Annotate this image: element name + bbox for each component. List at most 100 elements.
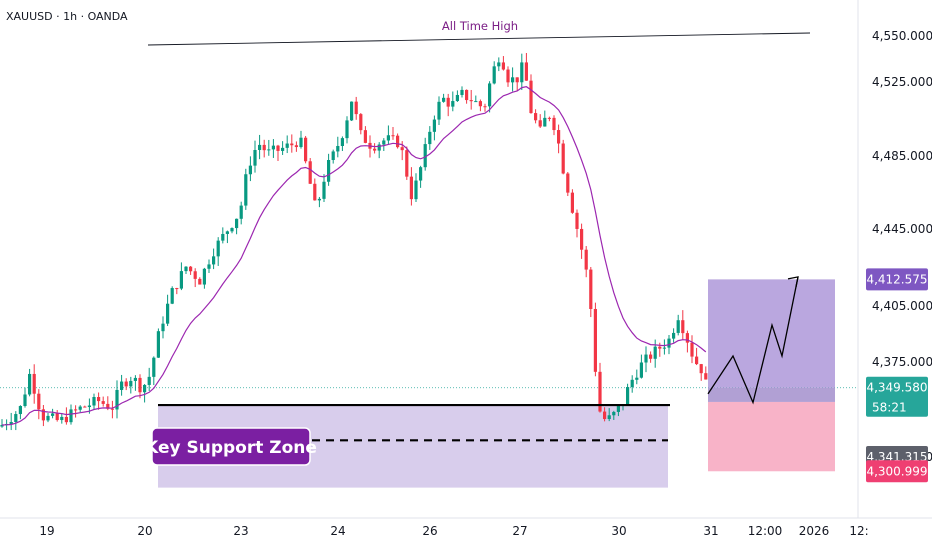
candle-body [143,384,147,393]
candle-body [690,342,694,357]
candle-body [359,114,363,131]
projection-arrowhead [787,276,799,288]
y-tick-label: 4,445.000 [872,222,932,236]
candle-body [699,364,703,374]
candle-body [83,406,87,408]
target-box [708,279,835,388]
candle-body [529,80,533,114]
candle-body [253,149,257,166]
candle-body [428,131,432,145]
projection-path [707,276,799,405]
candle-body [423,144,427,168]
candle-body [681,320,685,334]
candle-body [520,62,524,83]
candle-body [400,147,404,151]
x-tick-label: 30 [611,524,626,538]
candle-body [419,167,423,181]
stop-price-text: 4,300.999 [866,464,927,478]
candle-body [225,231,229,234]
candle-body [350,101,354,121]
candle-body [405,150,409,177]
candle-body [437,101,441,120]
all-time-high-label: All Time High [442,19,518,33]
candle-body [202,268,206,285]
target-price-text: 4,412.575 [866,272,927,286]
candle-body [69,409,73,423]
candle-body [258,144,262,150]
candle-body [304,137,308,162]
candle-body [451,101,455,107]
candle-body [28,373,32,395]
candle-body [672,332,676,339]
candle-body [658,346,662,349]
candle-body [607,415,611,420]
candle-body [492,66,496,84]
candle-body [377,144,381,151]
candle-body [322,181,326,199]
candle-body [345,120,349,139]
candle-body [373,148,377,151]
candle-body [133,377,137,381]
candle-body [685,333,689,343]
candle-body [653,346,657,359]
x-tick-label: 24 [330,524,345,538]
candle-body [230,228,234,232]
candle-body [64,416,68,423]
candle-body [391,135,395,137]
candle-body [271,145,275,150]
candle-body [363,130,367,143]
candle-body [124,381,128,387]
candle-body [667,338,671,348]
current-price-text: 4,349.580 [866,381,927,395]
candle-body [308,161,312,184]
candle-body [497,62,501,67]
candle-body [0,424,4,427]
candle-body [570,192,574,213]
candle-body [630,379,634,388]
candle-body [9,422,13,424]
candle-body [18,406,22,415]
candle-body [414,180,418,200]
x-tick-label: 31 [703,524,718,538]
y-tick-label: 4,375.000 [872,355,932,369]
candle-body [198,278,202,285]
candle-body [547,117,551,119]
candle-body [235,218,239,229]
candle-body [469,100,473,102]
candle-body [37,393,41,410]
axes: 4,550.000 4,525.000 4,485.000 4,445.000 4,40… [0,0,932,538]
candle-body [14,414,18,423]
candle-body [695,356,699,365]
x-tick-label: 2026 [799,524,830,538]
candle-body [244,174,248,206]
candle-body [115,389,119,410]
candle-body [386,135,390,141]
candle-body [55,413,59,421]
candle-body [580,228,584,250]
x-tick-label: 12: [849,524,868,538]
entry-band [708,387,835,402]
candle-body [506,69,510,83]
candle-body [152,357,156,377]
candle-body [474,101,478,103]
candle-body [120,381,124,390]
candle-body [166,303,170,324]
candle-body [110,408,114,410]
candle-body [147,376,151,385]
candle-body [626,387,630,405]
candle-body [281,147,285,151]
candle-body [179,271,183,289]
y-tick-label: 4,550.000 [872,29,932,43]
candle-body [193,271,197,279]
candle-body [639,362,643,378]
candle-body [161,323,165,332]
candle-body [442,97,446,102]
candle-body [207,264,211,269]
candle-body [239,205,243,219]
candle-body [87,405,91,408]
candle-body [589,269,593,309]
candle-body [662,347,666,349]
candle-body [460,89,464,95]
candle-body [331,151,335,161]
